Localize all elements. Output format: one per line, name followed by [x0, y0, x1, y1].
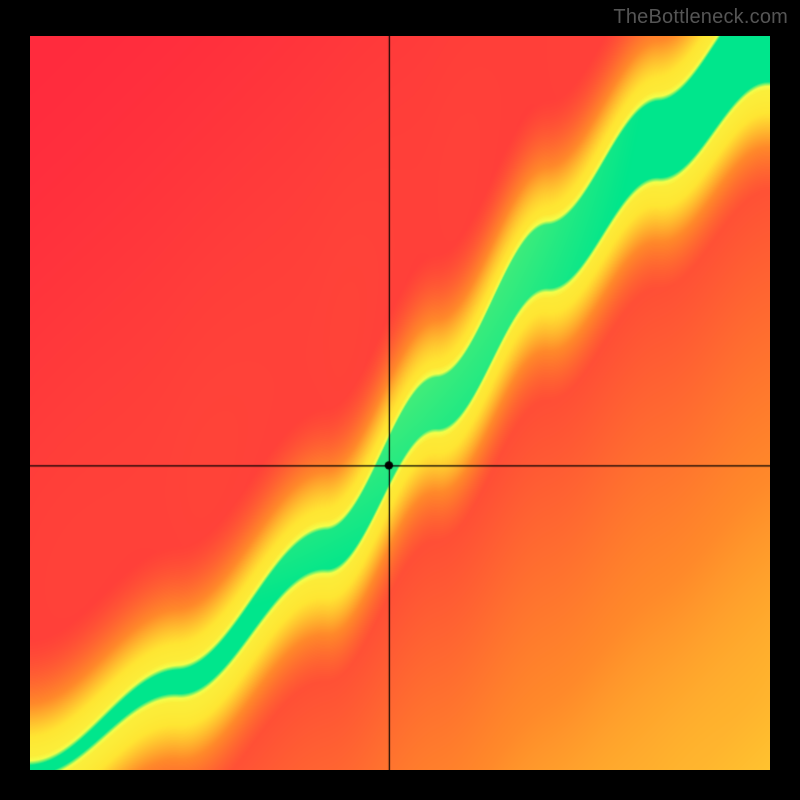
bottleneck-heatmap [30, 36, 770, 770]
watermark-text: TheBottleneck.com [613, 6, 788, 29]
figure-container: TheBottleneck.com [0, 0, 800, 800]
